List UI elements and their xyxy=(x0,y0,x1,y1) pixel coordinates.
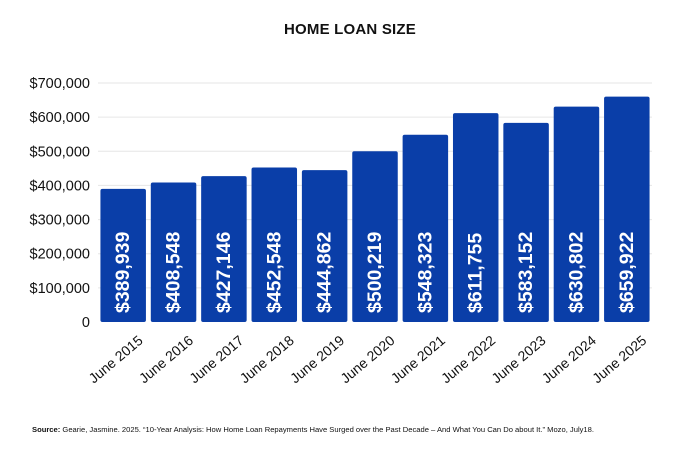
bar-value-label: $452,548 xyxy=(263,232,285,313)
bar xyxy=(251,167,298,322)
bar-value-label: $427,146 xyxy=(213,232,235,313)
bar xyxy=(100,188,146,322)
x-tick-label: June 2020 xyxy=(337,332,398,386)
bar xyxy=(604,96,650,322)
bar-value-label: $548,323 xyxy=(414,232,436,313)
x-tick-label: June 2024 xyxy=(539,332,600,386)
y-tick-label: $600,000 xyxy=(30,110,90,126)
y-tick-label: $700,000 xyxy=(30,76,90,92)
y-tick-label: $300,000 xyxy=(30,213,90,229)
x-tick-label: June 2022 xyxy=(438,332,499,386)
x-tick-label: June 2023 xyxy=(488,332,549,386)
bar-value-label: $630,802 xyxy=(565,232,587,313)
bar-value-label: $583,152 xyxy=(515,232,537,313)
y-tick-label: $500,000 xyxy=(30,144,90,160)
y-tick-label: $100,000 xyxy=(30,281,90,297)
x-tick-label: June 2019 xyxy=(287,332,348,386)
bar-value-label: $611,755 xyxy=(465,233,487,313)
bar-value-label: $389,939 xyxy=(112,232,134,313)
bar-value-label: $659,922 xyxy=(616,232,638,313)
source-note: Source: Gearie, Jasmine. 2025. “10-Year … xyxy=(32,425,692,434)
y-tick-label: 0 xyxy=(82,315,90,331)
bar xyxy=(402,134,449,322)
bar xyxy=(553,106,600,322)
x-tick-label: June 2016 xyxy=(136,332,197,386)
x-tick-label: June 2018 xyxy=(237,332,298,386)
bar xyxy=(150,182,197,322)
bar xyxy=(503,122,549,322)
bar-value-label: $500,219 xyxy=(364,232,386,313)
source-label: Source: xyxy=(32,425,61,434)
bar xyxy=(452,113,499,322)
bar xyxy=(352,151,398,322)
y-tick-label: $400,000 xyxy=(30,178,90,194)
source-text: Gearie, Jasmine. 2025. “10-Year Analysis… xyxy=(62,425,594,434)
x-tick-label: June 2017 xyxy=(186,332,247,386)
bar xyxy=(301,170,348,322)
bar-value-label: $444,862 xyxy=(314,232,336,313)
y-tick-label: $200,000 xyxy=(30,247,90,263)
x-tick-label: June 2025 xyxy=(589,332,650,386)
x-tick-label: June 2015 xyxy=(85,332,146,386)
chart-title: HOME LOAN SIZE xyxy=(284,21,416,38)
x-tick-label: June 2021 xyxy=(388,332,449,386)
bar xyxy=(201,176,247,322)
bar-value-label: $408,548 xyxy=(163,232,185,313)
